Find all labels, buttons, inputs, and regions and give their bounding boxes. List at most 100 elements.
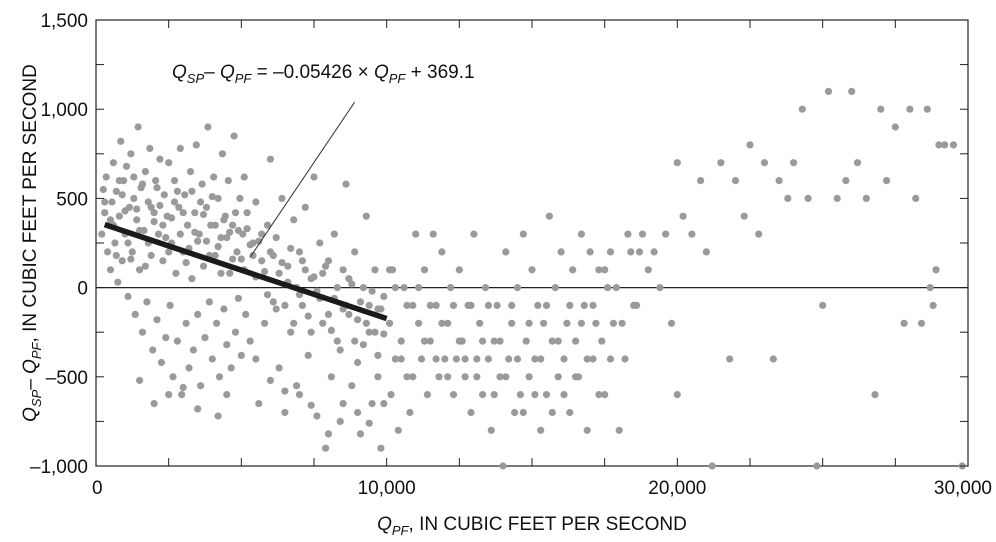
data-point: [862, 194, 870, 202]
data-point: [230, 132, 238, 140]
data-point: [152, 177, 160, 185]
data-point: [508, 319, 516, 327]
data-point: [162, 334, 170, 342]
data-point: [133, 216, 141, 224]
data-point: [243, 209, 251, 217]
data-point: [194, 310, 202, 318]
data-point: [197, 382, 205, 390]
data-point: [263, 221, 272, 229]
x-tick-label: 30,000: [934, 478, 992, 499]
data-point: [621, 355, 629, 363]
data-point: [275, 364, 283, 372]
data-point: [115, 177, 123, 185]
data-point: [755, 230, 763, 238]
data-point: [479, 391, 487, 399]
data-point: [176, 230, 184, 238]
data-point: [525, 373, 533, 381]
y-title-sub1: SP: [29, 389, 44, 407]
data-point: [606, 355, 615, 363]
data-point: [122, 162, 131, 170]
data-point: [566, 301, 574, 309]
data-point: [189, 346, 197, 354]
x-tick-label: 20,000: [648, 478, 706, 499]
data-point: [580, 301, 588, 309]
data-point: [386, 266, 394, 274]
data-point: [525, 319, 533, 327]
data-point: [339, 400, 347, 408]
data-point: [345, 275, 353, 283]
data-point: [156, 155, 164, 163]
data-point: [635, 248, 644, 256]
data-point: [906, 105, 914, 113]
data-point: [252, 355, 260, 363]
data-point: [114, 278, 122, 286]
data-point: [673, 391, 681, 399]
data-point: [214, 243, 222, 251]
eq-tail: + 369.1: [405, 62, 474, 83]
data-point: [740, 212, 748, 220]
x-tick-label: 10,000: [358, 478, 416, 499]
data-point: [287, 244, 295, 252]
data-point: [461, 373, 469, 381]
data-point: [473, 355, 481, 363]
data-point: [420, 337, 429, 345]
data-point: [790, 159, 798, 167]
data-point: [502, 373, 510, 381]
data-point: [708, 462, 716, 470]
data-point: [224, 177, 232, 185]
data-point: [226, 228, 234, 236]
data-point: [490, 337, 498, 345]
data-point: [513, 355, 522, 363]
data-point: [572, 337, 580, 345]
data-point: [368, 287, 376, 295]
data-point: [484, 301, 492, 309]
data-point: [601, 266, 609, 274]
data-point: [374, 373, 382, 381]
data-point: [583, 426, 591, 434]
data-point: [310, 273, 318, 281]
data-point: [263, 291, 272, 299]
data-point: [324, 310, 333, 318]
eq-q1: Q: [172, 62, 187, 83]
data-point: [272, 234, 280, 242]
data-point: [481, 284, 490, 292]
data-point: [883, 177, 891, 185]
data-point: [455, 337, 463, 345]
data-point: [106, 216, 115, 224]
data-point: [240, 173, 248, 181]
data-point: [127, 150, 135, 158]
data-point: [154, 230, 163, 238]
data-point: [351, 337, 359, 345]
data-point: [128, 248, 136, 256]
data-point: [531, 391, 539, 399]
data-point: [926, 284, 934, 292]
y-tick-label: –1,000: [30, 457, 88, 478]
data-point: [531, 355, 539, 363]
data-point: [121, 207, 129, 215]
data-point: [656, 284, 664, 292]
data-point: [467, 408, 475, 417]
data-point: [281, 387, 289, 395]
data-point: [604, 284, 612, 292]
data-point: [929, 301, 937, 309]
data-point: [377, 305, 385, 313]
data-point: [484, 355, 492, 363]
data-point: [205, 298, 213, 306]
data-point: [586, 248, 594, 256]
data-point: [184, 221, 192, 229]
data-point: [662, 230, 670, 238]
data-point: [233, 248, 241, 256]
data-point: [227, 364, 235, 372]
data-point: [380, 292, 388, 301]
points-layer: [98, 87, 966, 470]
data-point: [932, 266, 940, 274]
data-point: [726, 355, 734, 363]
data-point: [290, 319, 298, 327]
data-point: [380, 330, 388, 338]
data-point: [138, 180, 147, 188]
data-point: [435, 373, 443, 381]
data-point: [365, 301, 373, 309]
data-point: [923, 105, 931, 113]
data-point: [853, 159, 862, 167]
data-point: [479, 337, 487, 345]
